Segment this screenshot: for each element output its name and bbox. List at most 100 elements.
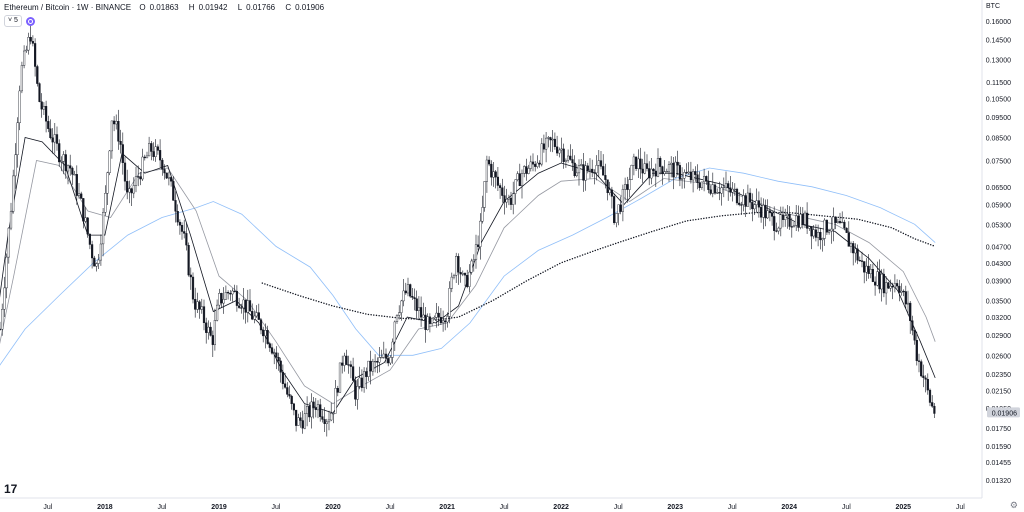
candle-body bbox=[685, 172, 688, 174]
symbol-title[interactable]: Ethereum / Bitcoin · 1W · BINANCE bbox=[4, 3, 132, 12]
candle-body bbox=[898, 285, 901, 293]
indicator-settings-icon[interactable] bbox=[25, 16, 35, 26]
open-label: O bbox=[139, 3, 146, 12]
candle-body bbox=[211, 335, 214, 345]
candle-body bbox=[251, 311, 254, 320]
candle-body bbox=[922, 375, 925, 378]
candle-body bbox=[352, 366, 355, 381]
candle-body bbox=[314, 407, 317, 410]
candle-body bbox=[222, 299, 225, 304]
candle-body bbox=[101, 212, 105, 245]
candle-body bbox=[213, 320, 216, 345]
candle-body bbox=[885, 282, 888, 294]
quote-currency[interactable]: BTC bbox=[986, 3, 1000, 10]
candle-body bbox=[461, 273, 464, 275]
candle-body bbox=[152, 151, 155, 157]
indicator-row: ˅ 5 bbox=[4, 15, 35, 27]
candle-body bbox=[365, 371, 368, 378]
y-tick-label: 0.01750 bbox=[986, 426, 1011, 433]
candle-body bbox=[917, 360, 921, 362]
candle-body bbox=[253, 315, 256, 320]
candle-body bbox=[161, 159, 164, 170]
candle-body bbox=[75, 174, 78, 196]
candle-body bbox=[562, 148, 565, 162]
y-tick-label: 0.10500 bbox=[986, 97, 1011, 104]
candle-body bbox=[433, 317, 436, 319]
candle-body bbox=[255, 312, 258, 317]
candle-body bbox=[137, 176, 140, 178]
candle-body bbox=[53, 134, 56, 143]
current-price-tag: 0.01906 bbox=[987, 407, 1020, 418]
candle-body bbox=[450, 276, 453, 289]
candle-body bbox=[312, 401, 315, 409]
candle-body bbox=[404, 290, 407, 294]
candle-body bbox=[896, 283, 899, 287]
y-tick-label: 0.05300 bbox=[986, 222, 1011, 229]
candle-body bbox=[698, 182, 701, 188]
y-tick-label: 0.02900 bbox=[986, 333, 1011, 340]
candle-body bbox=[167, 177, 170, 179]
candle-body bbox=[479, 220, 482, 247]
settings-gear-icon[interactable]: ⚙ bbox=[1009, 500, 1018, 510]
candle-body bbox=[645, 163, 649, 169]
candle-body bbox=[808, 226, 811, 229]
candle-body bbox=[121, 144, 124, 163]
candle-body bbox=[639, 158, 642, 170]
y-tick-label: 0.01455 bbox=[986, 460, 1011, 467]
candle-body bbox=[209, 326, 212, 336]
y-tick-label: 0.03900 bbox=[986, 279, 1011, 286]
candle-body bbox=[584, 165, 587, 181]
candle-body bbox=[760, 206, 763, 218]
candle-body bbox=[874, 281, 877, 286]
candle-body bbox=[468, 271, 471, 287]
candle-body bbox=[628, 179, 631, 190]
x-tick-label: Jul bbox=[728, 504, 737, 511]
candle-body bbox=[174, 200, 177, 212]
candle-body bbox=[876, 271, 879, 286]
candle-body bbox=[472, 259, 475, 262]
candle-body bbox=[281, 372, 284, 384]
indicator-toggle[interactable]: ˅ 5 bbox=[4, 15, 22, 27]
candle-body bbox=[593, 172, 596, 174]
candle-body bbox=[112, 120, 116, 125]
candle-body bbox=[1, 309, 4, 330]
candle-body bbox=[762, 205, 765, 218]
candle-body bbox=[841, 221, 844, 224]
candle-body bbox=[821, 238, 824, 241]
candle-body bbox=[303, 413, 306, 429]
candle-body bbox=[382, 353, 385, 358]
candle-body bbox=[586, 165, 589, 171]
candle-body bbox=[766, 210, 769, 219]
candle-body bbox=[402, 290, 405, 302]
candle-body bbox=[573, 162, 576, 177]
candle-body bbox=[36, 66, 39, 84]
candle-body bbox=[71, 167, 74, 175]
candle-body bbox=[788, 213, 791, 227]
candle-body bbox=[66, 165, 70, 172]
candle-body bbox=[7, 227, 10, 258]
candle-body bbox=[240, 307, 243, 309]
candle-body bbox=[753, 204, 756, 210]
candle-body bbox=[773, 216, 776, 231]
candle-body bbox=[803, 212, 807, 225]
candle-body bbox=[345, 355, 348, 365]
moving-average-slow bbox=[0, 160, 936, 405]
candle-body bbox=[371, 361, 374, 372]
candle-body bbox=[531, 161, 535, 165]
candle-body bbox=[477, 244, 480, 247]
candle-body bbox=[327, 419, 331, 423]
candle-body bbox=[380, 357, 383, 359]
candle-body bbox=[158, 150, 162, 161]
candle-body bbox=[332, 413, 335, 415]
candle-body bbox=[40, 101, 43, 110]
candle-body bbox=[819, 231, 822, 241]
candle-body bbox=[145, 155, 149, 159]
candle-body bbox=[18, 90, 21, 124]
candle-body bbox=[163, 169, 166, 174]
candle-body bbox=[608, 189, 611, 193]
candle-body bbox=[106, 172, 109, 194]
candle-body bbox=[20, 65, 23, 92]
candle-body bbox=[187, 244, 190, 276]
candle-body bbox=[854, 248, 857, 254]
